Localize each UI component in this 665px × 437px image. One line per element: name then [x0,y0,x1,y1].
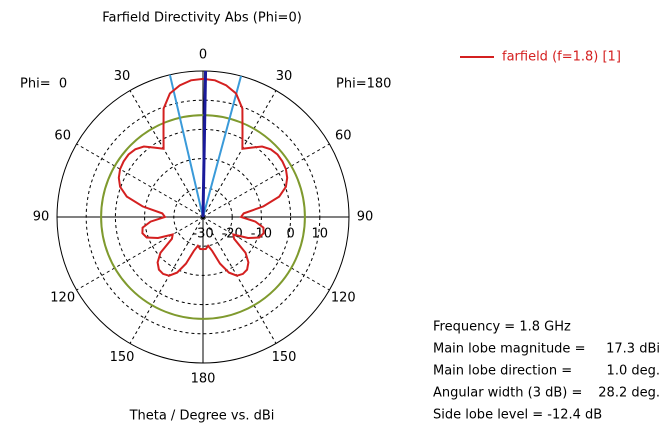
grid-spoke [202,216,330,291]
grid-spoke [76,216,204,291]
angle-tick-label: 30 [114,69,131,84]
x-axis-label: Theta / Degree vs. dBi [129,409,275,424]
info-value: 1.0 deg. [607,364,660,379]
angle-tick-label: 120 [50,291,75,306]
grid-spoke [202,90,277,218]
chart-title: Farfield Directivity Abs (Phi=0) [102,11,302,26]
angle-tick-label: 90 [33,210,50,225]
info-label: Side lobe level = -12.4 dB [433,408,602,423]
grid-spoke [76,143,204,218]
beam-width-line [202,75,242,218]
grid-spoke [129,90,204,218]
beam-width-line [168,74,204,218]
info-label: Main lobe direction = [433,364,572,379]
left-label: Phi= 0 [20,77,67,92]
angle-tick-label: 0 [199,48,207,63]
r-tick-label: 0 [286,227,294,242]
angle-tick-label: 60 [54,129,71,144]
info-value: 28.2 deg. [598,386,660,401]
legend-label: farfield (f=1.8) [1] [502,50,621,65]
angle-tick-label: 180 [191,372,216,387]
angle-tick-label: 60 [335,129,352,144]
grid-spoke [202,216,277,344]
angle-tick-label: 90 [357,210,374,225]
angle-tick-label: 30 [276,69,293,84]
info-value: 17.3 dBi [606,342,660,357]
angle-tick-label: 150 [110,350,135,365]
right-label: Phi=180 [336,77,391,92]
grid-spoke [202,143,330,218]
r-tick-label: 10 [312,227,329,242]
series-line [117,77,289,277]
info-label: Main lobe magnitude = [433,342,585,357]
reference-circle [100,114,306,320]
angle-tick-label: 120 [331,291,356,306]
angle-tick-label: 150 [272,350,297,365]
grid-spoke [129,216,204,344]
info-label: Frequency = 1.8 GHz [433,320,571,335]
info-label: Angular width (3 dB) = [433,386,582,401]
main-direction-line [201,70,208,218]
